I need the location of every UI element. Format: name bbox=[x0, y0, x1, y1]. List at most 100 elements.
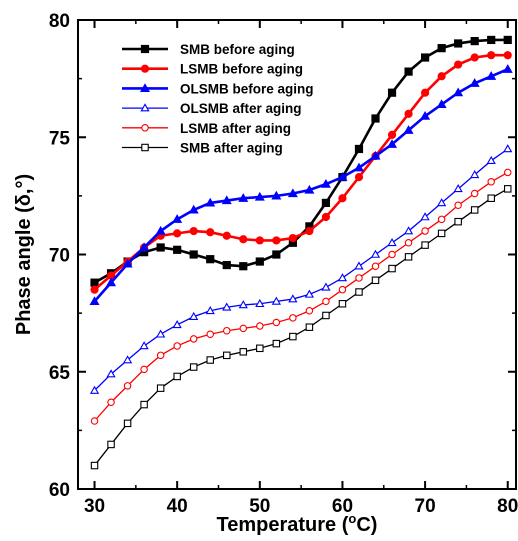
legend-marker bbox=[140, 44, 150, 54]
series-6 bbox=[90, 185, 512, 470]
legend-marker bbox=[141, 124, 149, 132]
data-point bbox=[436, 198, 447, 207]
data-point bbox=[287, 188, 298, 198]
data-point bbox=[140, 365, 148, 374]
data-point bbox=[454, 217, 462, 226]
data-point bbox=[122, 355, 133, 364]
data-point bbox=[156, 243, 165, 252]
data-point bbox=[453, 87, 464, 97]
data-point bbox=[388, 250, 396, 259]
data-point bbox=[255, 298, 265, 308]
data-point bbox=[221, 195, 232, 205]
data-point bbox=[173, 229, 182, 238]
data-point bbox=[305, 307, 314, 315]
data-point bbox=[288, 233, 297, 243]
data-point bbox=[155, 225, 166, 235]
data-point bbox=[189, 363, 198, 371]
data-point bbox=[421, 241, 429, 249]
legend-marker bbox=[140, 103, 150, 112]
x-axis-title-tail: C) bbox=[356, 514, 377, 536]
data-point bbox=[436, 99, 447, 109]
data-point bbox=[272, 236, 281, 245]
x-tick-label: 30 bbox=[84, 496, 105, 517]
data-point bbox=[223, 326, 231, 335]
data-point bbox=[239, 235, 248, 244]
data-point bbox=[239, 324, 248, 333]
x-axis-title-text: Temperature ( bbox=[217, 514, 349, 536]
data-point bbox=[205, 305, 215, 315]
data-point bbox=[404, 109, 413, 118]
legend-label: OLSMB before aging bbox=[180, 81, 314, 96]
data-point bbox=[470, 53, 479, 62]
legend-label: OLSMB after aging bbox=[180, 101, 302, 116]
data-point bbox=[486, 71, 497, 80]
data-point bbox=[420, 53, 430, 62]
data-point bbox=[403, 125, 414, 134]
data-point bbox=[189, 311, 199, 320]
data-point bbox=[140, 400, 148, 409]
data-point bbox=[503, 144, 513, 153]
data-point bbox=[106, 369, 116, 378]
data-point bbox=[487, 194, 495, 202]
series-line bbox=[94, 188, 509, 466]
data-point bbox=[254, 191, 265, 201]
data-point bbox=[322, 297, 330, 306]
data-point bbox=[470, 189, 479, 198]
legend-label: SMB after aging bbox=[180, 141, 283, 156]
data-point bbox=[338, 285, 347, 294]
data-point bbox=[503, 35, 512, 45]
data-point bbox=[387, 237, 397, 247]
data-point bbox=[271, 190, 282, 200]
data-point bbox=[388, 264, 396, 273]
y-tick-label: 75 bbox=[49, 128, 71, 149]
data-point bbox=[470, 169, 480, 179]
data-point bbox=[173, 372, 181, 381]
data-point bbox=[90, 278, 99, 287]
data-point bbox=[289, 332, 297, 341]
data-point bbox=[255, 236, 264, 245]
data-point bbox=[454, 60, 463, 69]
series-2 bbox=[90, 51, 512, 294]
data-point bbox=[223, 351, 231, 360]
data-point bbox=[139, 242, 150, 252]
data-point bbox=[338, 194, 347, 203]
legend-label: SMB before aging bbox=[180, 42, 295, 57]
series-line bbox=[94, 148, 509, 391]
data-point bbox=[172, 214, 183, 223]
data-point bbox=[272, 250, 281, 259]
data-point bbox=[355, 288, 363, 296]
data-point bbox=[321, 282, 331, 291]
data-point bbox=[321, 212, 331, 222]
data-point bbox=[156, 384, 165, 392]
data-point bbox=[222, 231, 231, 240]
data-point bbox=[90, 461, 99, 470]
x-tick-label: 40 bbox=[167, 496, 188, 517]
data-point bbox=[486, 155, 496, 165]
data-point bbox=[173, 342, 181, 350]
data-point bbox=[206, 228, 215, 237]
data-point bbox=[304, 289, 315, 298]
data-point bbox=[89, 296, 100, 306]
data-point bbox=[487, 178, 495, 186]
data-point bbox=[404, 67, 413, 76]
data-point bbox=[371, 114, 380, 123]
data-point bbox=[123, 382, 132, 390]
series-4 bbox=[89, 144, 513, 394]
legend: SMB before aging LSMB before aging OLSMB b… bbox=[122, 42, 314, 156]
data-point bbox=[322, 311, 330, 320]
data-point bbox=[437, 72, 446, 81]
data-point bbox=[371, 262, 380, 270]
legend-label: LSMB before aging bbox=[180, 62, 303, 77]
data-point bbox=[189, 226, 198, 236]
data-point bbox=[272, 318, 281, 327]
data-point bbox=[107, 440, 115, 449]
data-point bbox=[205, 197, 216, 207]
data-point bbox=[354, 261, 364, 270]
legend-entry: SMB before aging bbox=[122, 42, 295, 57]
data-point bbox=[256, 344, 264, 353]
data-point bbox=[256, 322, 264, 330]
data-point bbox=[222, 260, 231, 270]
data-point bbox=[454, 201, 462, 210]
data-point bbox=[337, 273, 348, 282]
